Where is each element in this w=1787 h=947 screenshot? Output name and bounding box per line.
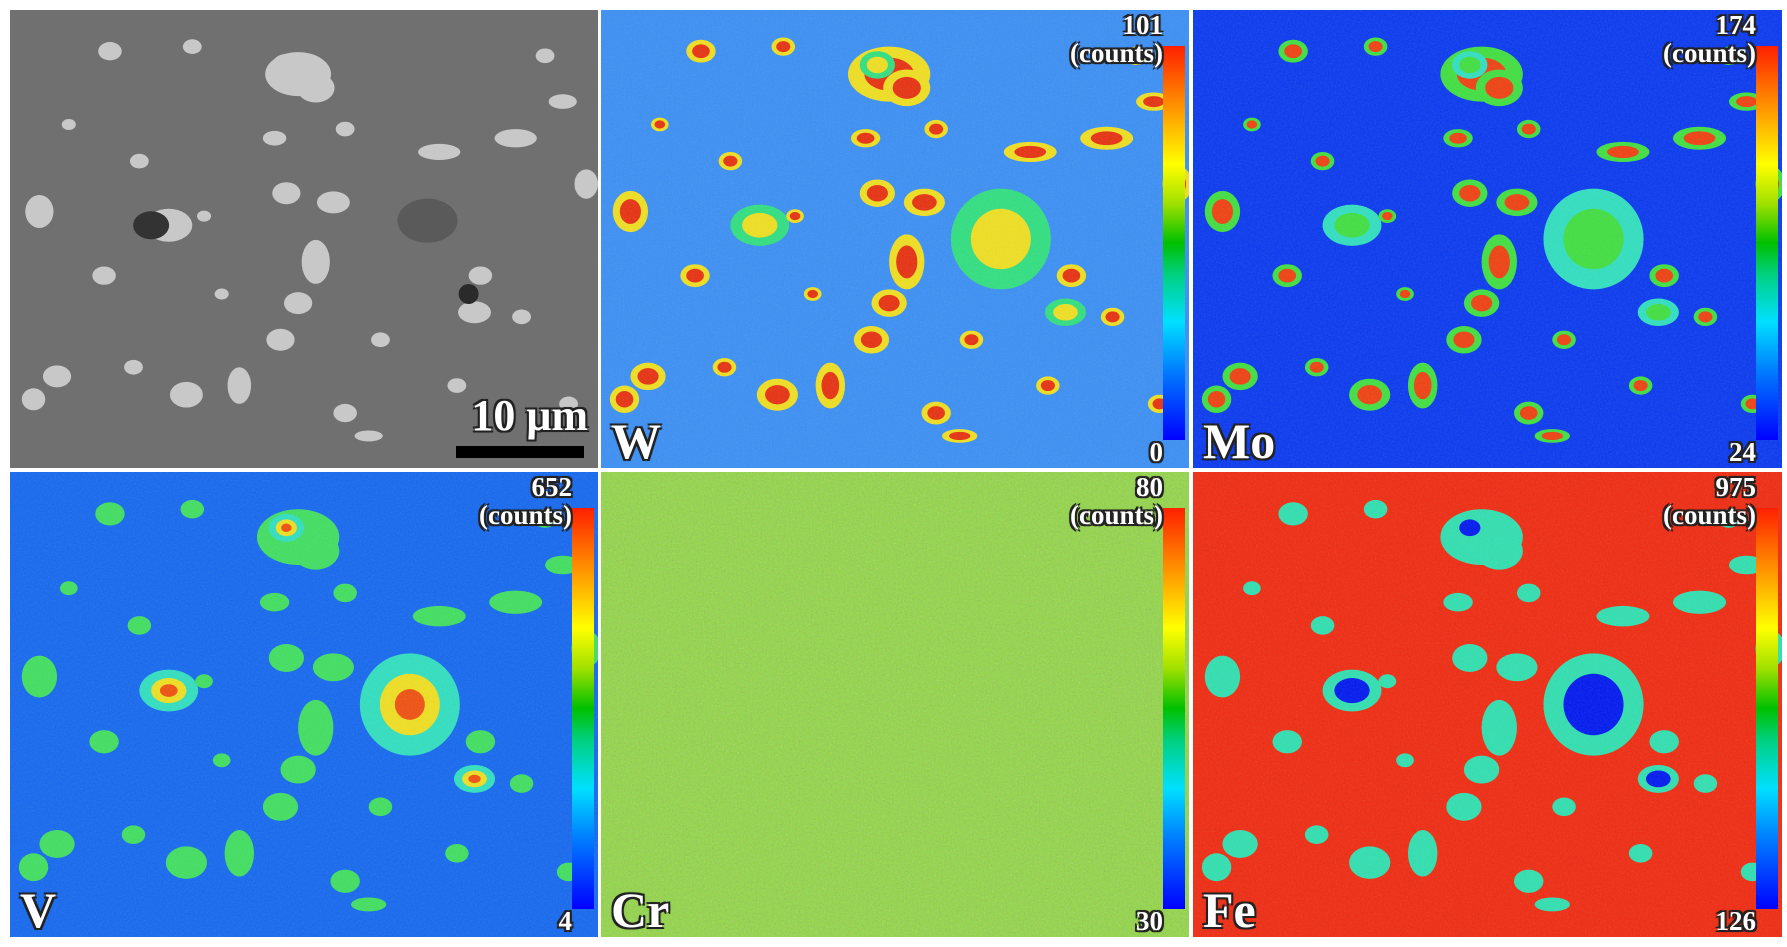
element-map-mo xyxy=(1193,10,1782,468)
particle xyxy=(196,210,212,222)
sem-micrograph xyxy=(10,10,598,468)
pore xyxy=(458,283,479,304)
particle xyxy=(266,328,295,351)
particle xyxy=(354,430,383,442)
particle xyxy=(468,266,493,285)
element-map-v xyxy=(10,472,598,937)
particle xyxy=(262,130,287,146)
noise-texture xyxy=(601,10,1189,468)
map-panel-w: 101 (counts) 0 W xyxy=(601,10,1189,468)
particle xyxy=(559,396,579,412)
map-panel-cr: 80 (counts) 30 Cr xyxy=(601,472,1189,937)
particle xyxy=(129,153,149,169)
colorbar xyxy=(572,508,594,909)
scale-bar-label: 10 μm xyxy=(471,391,588,440)
particle xyxy=(296,73,335,103)
sem-image-panel: 10 μm xyxy=(10,10,598,468)
particle xyxy=(371,332,390,348)
particle xyxy=(42,365,72,388)
element-map-w xyxy=(601,10,1189,468)
colorbar-max: 652 xyxy=(531,472,573,502)
particle xyxy=(272,182,301,205)
particle xyxy=(316,191,350,214)
particle xyxy=(458,301,491,324)
element-label: Mo xyxy=(1203,413,1276,468)
particle xyxy=(512,309,531,325)
particle xyxy=(574,169,598,199)
particle xyxy=(272,53,301,76)
map-panel-fe: 975 (counts) 126 Fe xyxy=(1193,472,1782,937)
colorbar xyxy=(1756,508,1778,909)
particle xyxy=(182,39,202,54)
particle xyxy=(92,266,116,285)
colorbar-min: 24 xyxy=(1729,437,1756,467)
element-label: Fe xyxy=(1203,882,1256,937)
particle xyxy=(169,381,203,408)
element-label: V xyxy=(20,882,57,937)
particle xyxy=(335,121,355,137)
particle xyxy=(124,359,143,375)
particle xyxy=(214,288,229,300)
element-map-cr xyxy=(601,472,1189,937)
colorbar-unit: (counts) xyxy=(1663,38,1756,68)
colorbar xyxy=(1163,46,1185,440)
colorbar-unit: (counts) xyxy=(1070,500,1163,530)
pore xyxy=(397,198,458,243)
pore xyxy=(133,211,170,240)
particle xyxy=(333,403,357,423)
particle xyxy=(548,94,577,109)
particle xyxy=(21,388,46,411)
element-label: Cr xyxy=(611,882,670,937)
colorbar-min: 0 xyxy=(1149,437,1164,467)
particle xyxy=(301,239,330,284)
noise-texture xyxy=(601,472,1189,937)
colorbar xyxy=(1163,508,1185,909)
particle xyxy=(447,378,467,393)
particle xyxy=(227,367,252,404)
particle xyxy=(418,143,461,161)
colorbar-max: 174 xyxy=(1715,10,1757,40)
particle xyxy=(25,195,54,229)
colorbar xyxy=(1756,46,1778,440)
particle xyxy=(61,119,76,130)
colorbar-unit: (counts) xyxy=(479,500,572,530)
noise-texture xyxy=(10,472,598,937)
particle xyxy=(494,129,537,148)
colorbar-min: 4 xyxy=(558,906,573,936)
noise-texture xyxy=(1193,472,1782,937)
colorbar-max: 101 xyxy=(1122,10,1164,40)
element-label: W xyxy=(611,413,661,468)
colorbar-min: 126 xyxy=(1715,906,1757,936)
noise-texture xyxy=(1193,10,1782,468)
particle xyxy=(284,292,313,315)
particle xyxy=(535,48,555,64)
colorbar-min: 30 xyxy=(1136,906,1163,936)
scale-bar xyxy=(456,446,584,458)
map-panel-v: 652 (counts) 4 V xyxy=(10,472,598,937)
element-map-fe xyxy=(1193,472,1782,937)
map-panel-mo: 174 (counts) 24 Mo xyxy=(1193,10,1782,468)
colorbar-unit: (counts) xyxy=(1663,500,1756,530)
colorbar-unit: (counts) xyxy=(1070,38,1163,68)
colorbar-max: 975 xyxy=(1715,472,1757,502)
colorbar-max: 80 xyxy=(1136,472,1163,502)
particle xyxy=(98,42,122,61)
